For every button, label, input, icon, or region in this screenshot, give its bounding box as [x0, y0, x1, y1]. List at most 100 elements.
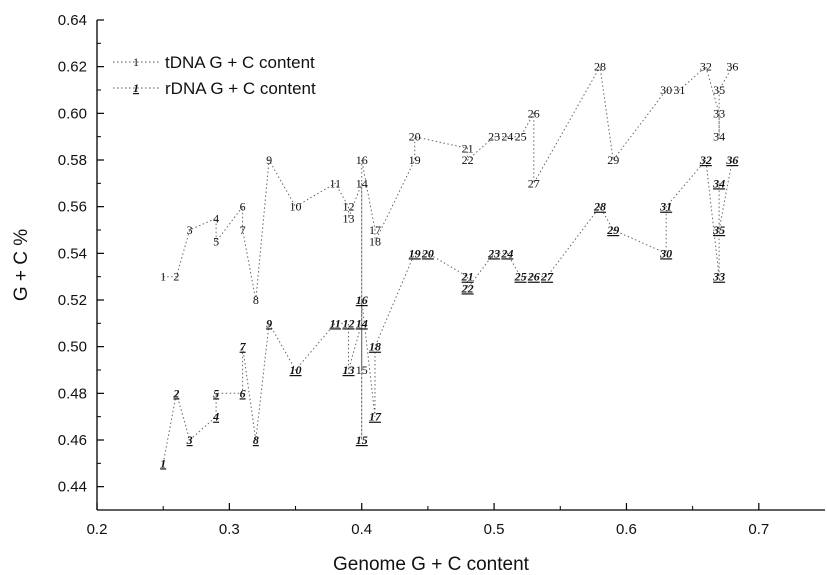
rdna-point-35: 35: [712, 223, 725, 237]
rdna-point-21: 21: [461, 270, 474, 284]
y-tick-label: 0.62: [58, 59, 87, 76]
legend-marker-tdna: 1: [133, 55, 139, 69]
tdna-point-9: 9: [266, 153, 272, 167]
y-tick-label: 0.60: [58, 105, 87, 122]
tdna-point-11: 11: [329, 176, 341, 190]
tdna-point-27: 27: [528, 176, 540, 190]
rdna-point-34: 34: [712, 176, 725, 190]
rdna-point-16: 16: [356, 293, 368, 307]
y-tick-label: 0.52: [58, 292, 87, 309]
rdna-point-11: 11: [330, 316, 341, 330]
rdna-point-18: 18: [369, 340, 381, 354]
rdna-point-20: 20: [421, 246, 434, 260]
rdna-point-25: 25: [514, 270, 527, 284]
x-tick-label: 0.3: [219, 521, 240, 538]
x-axis-title: Genome G + C content: [333, 554, 530, 575]
y-tick-label: 0.64: [58, 12, 87, 29]
tdna-point-22: 22: [462, 153, 474, 167]
y-tick-label: 0.58: [58, 152, 87, 169]
rdna-point-13: 13: [342, 363, 354, 377]
rdna-point-5: 5: [213, 386, 219, 400]
rdna-point-14: 14: [356, 316, 368, 330]
tdna-point-33: 33: [713, 106, 725, 120]
tdna-point-21: 21: [462, 141, 474, 155]
x-tick-label: 0.2: [87, 521, 108, 538]
rdna-point-30: 30: [659, 246, 672, 260]
rdna-point-31: 31: [659, 200, 672, 214]
tdna-point-13: 13: [342, 211, 354, 225]
tdna-point-14: 14: [356, 176, 368, 190]
tdna-point-31: 31: [673, 83, 685, 97]
x-tick-label: 0.4: [351, 521, 372, 538]
rdna-point-28: 28: [593, 200, 606, 214]
y-tick-label: 0.54: [58, 245, 87, 262]
tdna-point-35: 35: [713, 83, 725, 97]
rdna-point-26: 26: [527, 270, 540, 284]
tdna-point-19: 19: [409, 153, 421, 167]
tdna-point-36: 36: [726, 60, 738, 74]
rdna-point-19: 19: [409, 246, 421, 260]
y-tick-label: 0.56: [58, 199, 87, 216]
tdna-point-23: 23: [488, 130, 500, 144]
tdna-point-26: 26: [528, 106, 540, 120]
tdna-point-29: 29: [607, 153, 619, 167]
tdna-point-18: 18: [369, 235, 381, 249]
tdna-point-7: 7: [240, 223, 246, 237]
tdna-point-12: 12: [342, 200, 354, 214]
tdna-point-16: 16: [356, 153, 368, 167]
y-tick-label: 0.50: [58, 339, 87, 356]
rdna-point-22: 22: [461, 281, 474, 295]
rdna-point-1: 1: [160, 456, 166, 470]
y-tick-label: 0.48: [58, 385, 87, 402]
tdna-point-3: 3: [187, 223, 193, 237]
tdna-point-4: 4: [213, 211, 219, 225]
rdna-point-2: 2: [172, 386, 179, 400]
y-axis-title: G + C %: [11, 229, 32, 301]
rdna-point-6: 6: [240, 386, 246, 400]
rdna-point-36: 36: [725, 153, 738, 167]
plot-frame: [96, 20, 825, 511]
x-axis: 0.2 0.3 0.4 0.5 0.6 0.7: [87, 503, 769, 538]
tdna-point-1: 1: [160, 270, 166, 284]
tdna-point-25: 25: [515, 130, 527, 144]
tdna-point-6: 6: [240, 200, 246, 214]
legend-marker-rdna: 1: [133, 81, 139, 95]
rdna-point-24: 24: [500, 246, 513, 260]
legend-label-tdna: tDNA G + C content: [165, 53, 315, 72]
y-axis: 0.44 0.46 0.48 0.50 0.52 0.54 0.56 0.58 0.60 0.62…: [58, 12, 104, 496]
rdna-point-10: 10: [290, 363, 302, 377]
tdna-point-8: 8: [253, 293, 259, 307]
tdna-point-15: 15: [356, 363, 368, 377]
rdna-point-9: 9: [266, 316, 272, 330]
y-tick-label: 0.46: [58, 432, 87, 449]
rdna-point-15: 15: [356, 433, 368, 447]
tdna-point-5: 5: [213, 235, 219, 249]
x-tick-label: 0.6: [616, 521, 637, 538]
rdna-line: [162, 158, 733, 464]
legend-label-rdna: rDNA G + C content: [165, 79, 316, 98]
tdna-point-17: 17: [369, 223, 381, 237]
rdna-point-4: 4: [212, 410, 219, 424]
y-tick-label: 0.44: [58, 479, 87, 496]
tdna-point-24: 24: [501, 130, 513, 144]
rdna-point-23: 23: [487, 246, 500, 260]
x-tick-label: 0.7: [748, 521, 769, 538]
series-lines: [162, 65, 733, 464]
rdna-point-32: 32: [699, 153, 712, 167]
tdna-point-20: 20: [409, 130, 421, 144]
tdna-point-2: 2: [173, 270, 179, 284]
x-tick-label: 0.5: [484, 521, 505, 538]
legend: 1 tDNA G + C content 1 rDNA G + C conten…: [113, 53, 316, 98]
tdna-line: [163, 65, 733, 370]
rdna-point-12: 12: [342, 316, 354, 330]
rdna-point-29: 29: [606, 223, 619, 237]
rdna-point-3: 3: [186, 433, 193, 447]
rdna-point-17: 17: [369, 410, 382, 424]
rdna-point-7: 7: [240, 340, 247, 354]
tdna-point-32: 32: [700, 60, 712, 74]
rdna-point-27: 27: [540, 270, 554, 284]
tdna-point-10: 10: [290, 200, 302, 214]
rdna-point-8: 8: [253, 433, 259, 447]
